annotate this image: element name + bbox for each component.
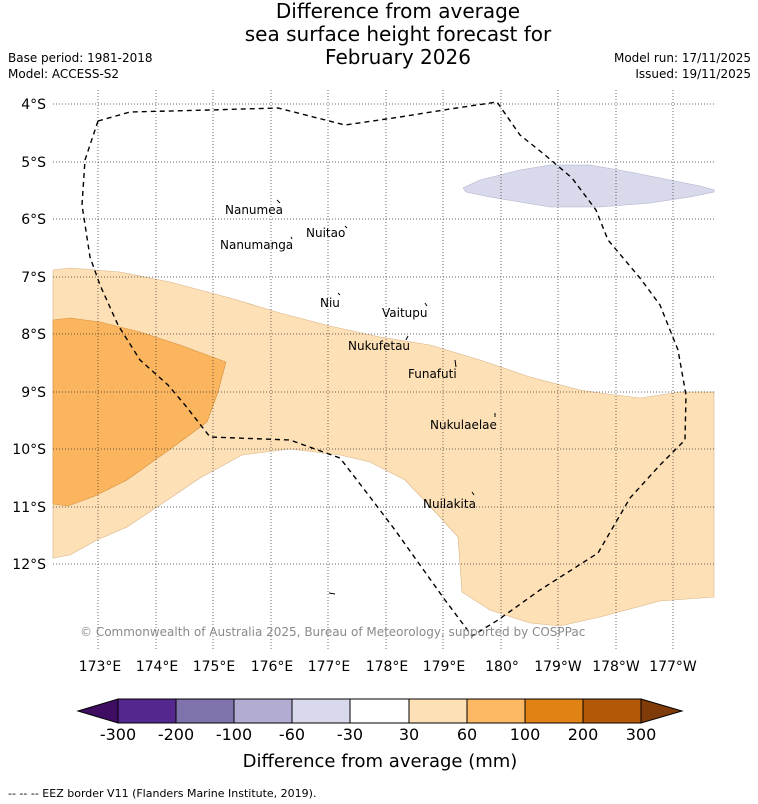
colorbar: [76, 698, 684, 724]
island-nuitao: [344, 225, 348, 229]
colorbar-tick: -100: [216, 725, 252, 744]
lon-label: 180°: [485, 659, 519, 675]
lat-label: 5°S: [21, 155, 46, 171]
colorbar-tick: 30: [399, 725, 419, 744]
lon-label: 177°E: [308, 659, 351, 675]
eez-border: [81, 101, 687, 637]
place-label-nanumea: Nanumea: [225, 203, 283, 217]
lon-label: 177°W: [649, 659, 697, 675]
title-line-2: sea surface height forecast for: [244, 22, 552, 46]
lat-label: 12°S: [12, 557, 46, 573]
map-title: Difference from average sea surface heig…: [0, 0, 758, 69]
lat-label: 7°S: [21, 270, 46, 286]
island-minor: [328, 592, 336, 595]
island-nukufetau: [405, 335, 409, 341]
colorbar-tick: -60: [279, 725, 305, 744]
colorbar-swatch: [291, 698, 351, 724]
colorbar-swatch: [408, 698, 468, 724]
place-label-nukufetau: Nukufetau: [348, 339, 410, 353]
colorbar-swatch: [524, 698, 584, 724]
lon-label: 179°W: [534, 659, 582, 675]
lat-label: 6°S: [21, 212, 46, 228]
lon-label: 176°E: [251, 659, 294, 675]
model-run: Model run: 17/11/2025: [613, 51, 751, 65]
place-label-niu: Niu: [320, 296, 340, 310]
colorbar-extend-low: [76, 698, 119, 724]
colorbar-swatch: [349, 698, 410, 724]
colorbar-tick: 60: [457, 725, 477, 744]
colorbar-tick: 200: [568, 725, 599, 744]
island-funafuti: [454, 359, 457, 368]
base-period: Base period: 1981-2018: [8, 51, 153, 65]
place-label-vaitupu: Vaitupu: [382, 306, 428, 320]
island-markers: [276, 199, 496, 595]
place-label-nuitao: Nuitao: [306, 226, 345, 240]
island-nanumea: [276, 199, 281, 204]
lon-label: 178°W: [592, 659, 640, 675]
lon-label: 173°E: [79, 659, 122, 675]
issued-date: Issued: 19/11/2025: [635, 67, 751, 81]
colorbar-tick: 300: [626, 725, 657, 744]
model-name: Model: ACCESS-S2: [8, 67, 120, 81]
lat-label: 4°S: [21, 97, 46, 113]
title-line-3: February 2026: [325, 45, 471, 69]
colorbar-tick: -200: [158, 725, 194, 744]
lon-label: 174°E: [136, 659, 179, 675]
colorbar-swatch: [466, 698, 526, 724]
anomaly-region-30-60: [52, 267, 715, 627]
copyright-notice: © Commonwealth of Australia 2025, Bureau…: [80, 625, 585, 639]
lat-label: 10°S: [12, 442, 46, 458]
lon-label: 175°E: [193, 659, 236, 675]
lon-label: 178°E: [366, 659, 409, 675]
colorbar-tick: 100: [510, 725, 541, 744]
place-label-nukulaelae: Nukulaelae: [430, 418, 497, 432]
colorbar-tick: -30: [337, 725, 363, 744]
lat-label: 11°S: [12, 500, 46, 516]
island-nanumanga: [290, 236, 293, 240]
place-label-nuilakita: Nuilakita: [423, 497, 476, 511]
graticule: [53, 90, 714, 650]
colorbar-tick: -300: [100, 725, 136, 744]
lat-label: 8°S: [21, 327, 46, 343]
lon-label: 179°E: [423, 659, 466, 675]
colorbar-extend-high: [640, 698, 684, 724]
place-label-nanumanga: Nanumanga: [220, 238, 293, 252]
lat-label: 9°S: [21, 385, 46, 401]
place-label-funafuti: Funafuti: [408, 367, 457, 381]
island-nuilakita: [471, 491, 475, 496]
colorbar-swatch: [233, 698, 293, 724]
colorbar-label: Difference from average (mm): [243, 751, 518, 772]
colorbar-swatch: [117, 698, 177, 724]
anomaly-region-60-100: [52, 317, 227, 507]
title-line-1: Difference from average: [275, 0, 521, 23]
anomaly-region-neg-30-60: [462, 164, 715, 208]
eez-legend-note: -- -- -- EEZ border V11 (Flanders Marine…: [8, 787, 316, 800]
island-vaitupu: [424, 302, 428, 307]
colorbar-swatch: [582, 698, 642, 724]
colorbar-swatch: [175, 698, 235, 724]
island-niu: [337, 292, 341, 296]
